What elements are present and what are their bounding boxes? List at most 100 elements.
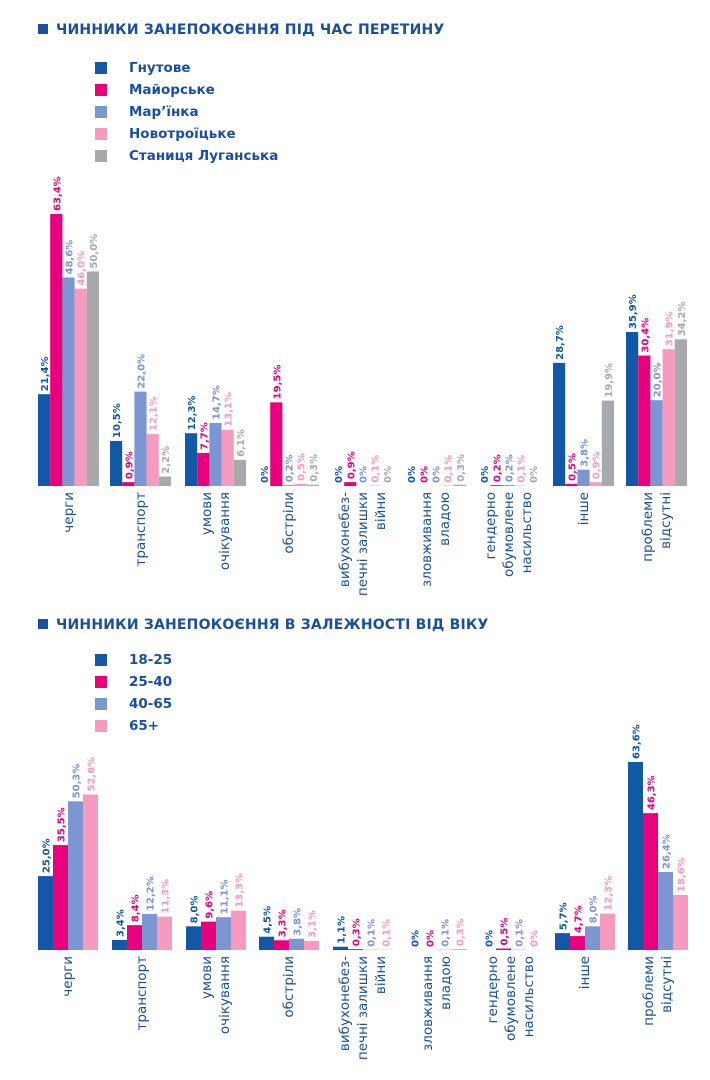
bar bbox=[452, 949, 467, 950]
data-label: 0% bbox=[432, 466, 443, 483]
category-label: умови bbox=[199, 956, 215, 1000]
category-label: відсутні bbox=[659, 956, 675, 1013]
legend-swatch bbox=[95, 654, 107, 666]
bar bbox=[197, 452, 210, 486]
data-label: 13,3% bbox=[235, 873, 246, 908]
bar bbox=[333, 946, 348, 950]
legend-item: Майорське bbox=[95, 79, 278, 101]
data-label: 0% bbox=[383, 466, 394, 483]
bar bbox=[231, 910, 246, 950]
legend-swatch bbox=[95, 720, 107, 732]
bar bbox=[658, 871, 673, 950]
category-label: обстріли bbox=[281, 956, 297, 1018]
legend-item: 25-40 bbox=[95, 671, 172, 693]
bar bbox=[628, 762, 643, 950]
legend-swatch bbox=[95, 676, 107, 688]
bar bbox=[577, 469, 590, 486]
data-label: 8,4% bbox=[131, 894, 142, 922]
bar bbox=[348, 949, 363, 950]
bar bbox=[496, 948, 511, 950]
bar bbox=[142, 913, 157, 950]
bar bbox=[274, 940, 289, 950]
data-label: 30,4% bbox=[640, 318, 651, 353]
bar bbox=[600, 913, 615, 950]
bar bbox=[289, 938, 304, 950]
bar bbox=[674, 339, 687, 486]
data-label: 0,1% bbox=[515, 919, 526, 947]
bar bbox=[110, 440, 123, 486]
data-label: 0,1% bbox=[441, 919, 452, 947]
data-label: 20,0% bbox=[653, 362, 664, 397]
bar bbox=[643, 813, 658, 950]
data-label: 0% bbox=[359, 466, 370, 483]
category-label: гендерно bbox=[485, 956, 501, 1024]
bar bbox=[221, 429, 234, 486]
bar bbox=[134, 391, 147, 486]
bar bbox=[555, 933, 570, 950]
data-label: 0% bbox=[334, 466, 345, 483]
data-label: 4,5% bbox=[263, 906, 274, 934]
legend-item: Гнутове bbox=[95, 57, 278, 79]
data-label: 0,1% bbox=[371, 455, 382, 483]
bar bbox=[502, 485, 515, 486]
data-label: 6,1% bbox=[236, 429, 247, 457]
legend-swatch bbox=[95, 150, 107, 162]
bar bbox=[601, 400, 614, 486]
data-label: 48,6% bbox=[65, 240, 76, 275]
data-label: 26,4% bbox=[662, 834, 673, 869]
data-label: 0,2% bbox=[492, 454, 503, 482]
data-label: 3,3% bbox=[278, 910, 289, 938]
data-label: 28,7% bbox=[555, 325, 566, 360]
legend-label: 18-25 bbox=[129, 652, 173, 668]
data-label: 0,1% bbox=[444, 455, 455, 483]
data-label: 50,0% bbox=[89, 234, 100, 269]
legend-item: 40-65 bbox=[95, 693, 172, 715]
bar bbox=[490, 485, 503, 486]
bar bbox=[626, 331, 639, 486]
data-label: 0% bbox=[480, 466, 491, 483]
data-label: 10,5% bbox=[112, 403, 123, 438]
data-label: 2,2% bbox=[161, 446, 172, 474]
bar bbox=[344, 482, 357, 486]
data-label: 12,3% bbox=[187, 396, 198, 431]
data-label: 0,9% bbox=[592, 451, 603, 479]
data-label: 31,9% bbox=[665, 311, 676, 346]
data-label: 3,8% bbox=[580, 439, 591, 467]
category-label: печні залишки bbox=[355, 956, 371, 1061]
data-label: 63,4% bbox=[52, 176, 63, 211]
data-label: 9,6% bbox=[205, 891, 216, 919]
category-label: очікування bbox=[217, 956, 233, 1035]
legend-label: Станиця Луганська bbox=[129, 148, 279, 164]
data-label: 0% bbox=[530, 930, 541, 947]
data-label: 34,2% bbox=[677, 302, 688, 337]
title-square-icon bbox=[38, 619, 48, 629]
data-label: 0% bbox=[485, 930, 496, 947]
data-label: 0% bbox=[411, 930, 422, 947]
data-label: 7,7% bbox=[199, 422, 210, 450]
legend-label: 25-40 bbox=[129, 674, 173, 690]
chart-1-title: ЧИННИКИ ЗАНЕПОКОЄННЯ ПІД ЧАС ПЕРЕТИНУ bbox=[38, 22, 444, 38]
chart-1-plot: 21,4%63,4%48,6% 46,0% 50,0%10,5%0,9%22,0%1… bbox=[38, 176, 688, 486]
category-label: транспорт bbox=[134, 956, 150, 1031]
data-label: 0,5% bbox=[297, 453, 308, 481]
bar bbox=[83, 794, 98, 950]
bar bbox=[650, 400, 663, 486]
bar bbox=[68, 801, 83, 950]
bar bbox=[38, 876, 53, 950]
data-label: 0,1% bbox=[517, 455, 528, 483]
bar bbox=[157, 916, 172, 950]
data-label: 3,4% bbox=[116, 909, 127, 937]
bar bbox=[306, 484, 319, 486]
bar bbox=[127, 925, 142, 950]
data-label: 0,1% bbox=[382, 919, 393, 947]
bar bbox=[453, 484, 466, 486]
bar bbox=[585, 926, 600, 950]
data-label: 18,6% bbox=[677, 857, 688, 892]
category-label: насильство bbox=[521, 956, 537, 1038]
bar bbox=[565, 483, 578, 486]
legend-label: Новотроїцьке bbox=[129, 126, 236, 142]
category-label: обумовлене bbox=[503, 956, 519, 1042]
chart-1-legend: Гнутове Майорське Мар’їнка Новотроїцьке Стан… bbox=[95, 57, 278, 167]
data-label: 0,2% bbox=[505, 454, 516, 482]
